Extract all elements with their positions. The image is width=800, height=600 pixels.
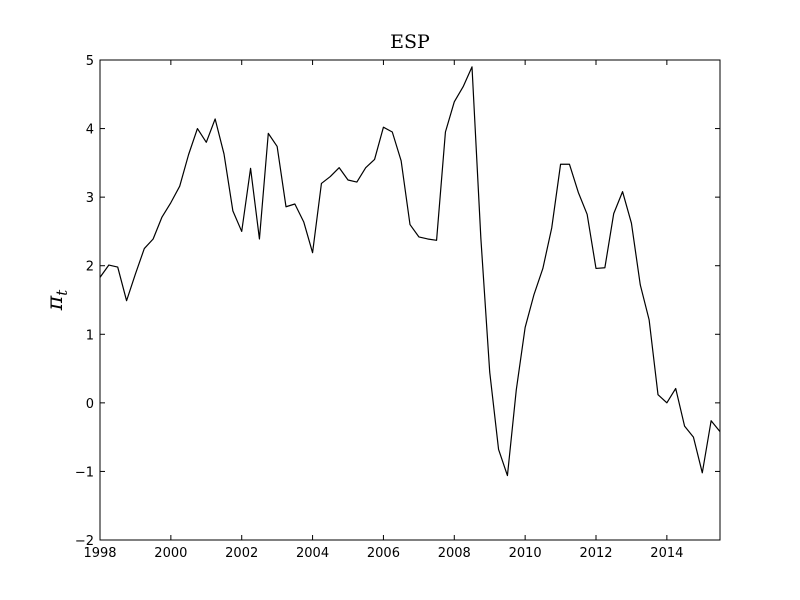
y-tick-label: 0 bbox=[86, 397, 94, 412]
x-tick-label: 1998 bbox=[83, 546, 116, 561]
y-tick-label: −2 bbox=[75, 534, 94, 549]
y-axis-label: πt bbox=[43, 289, 71, 311]
x-tick-label: 2002 bbox=[225, 546, 258, 561]
plot-area-frame bbox=[99, 59, 721, 541]
y-axis-label-symbol: π bbox=[43, 295, 68, 311]
x-tick-label: 2012 bbox=[579, 546, 612, 561]
y-tick-label: 1 bbox=[86, 328, 94, 343]
y-axis-label-subscript: t bbox=[53, 289, 71, 296]
axis-ticks bbox=[99, 59, 720, 541]
chart-title: ESP bbox=[390, 31, 430, 53]
x-tick-label: 2006 bbox=[367, 546, 400, 561]
y-tick-label: −1 bbox=[75, 465, 94, 480]
series-line bbox=[99, 66, 721, 477]
y-tick-label: 2 bbox=[86, 260, 94, 275]
x-tick-label: 2014 bbox=[650, 546, 683, 561]
series-layer bbox=[99, 66, 721, 477]
y-tick-label: 4 bbox=[86, 123, 94, 138]
axis-tick-labels: 1998 2000 2002 2004 2006 2008 2010 2012 2014−2−1… bbox=[75, 54, 684, 561]
x-tick-label: 2010 bbox=[509, 546, 542, 561]
x-tick-label: 2000 bbox=[154, 546, 187, 561]
y-tick-label: 3 bbox=[86, 191, 94, 206]
x-tick-label: 2008 bbox=[438, 546, 471, 561]
x-tick-label: 2004 bbox=[296, 546, 329, 561]
y-tick-label: 5 bbox=[86, 54, 94, 69]
